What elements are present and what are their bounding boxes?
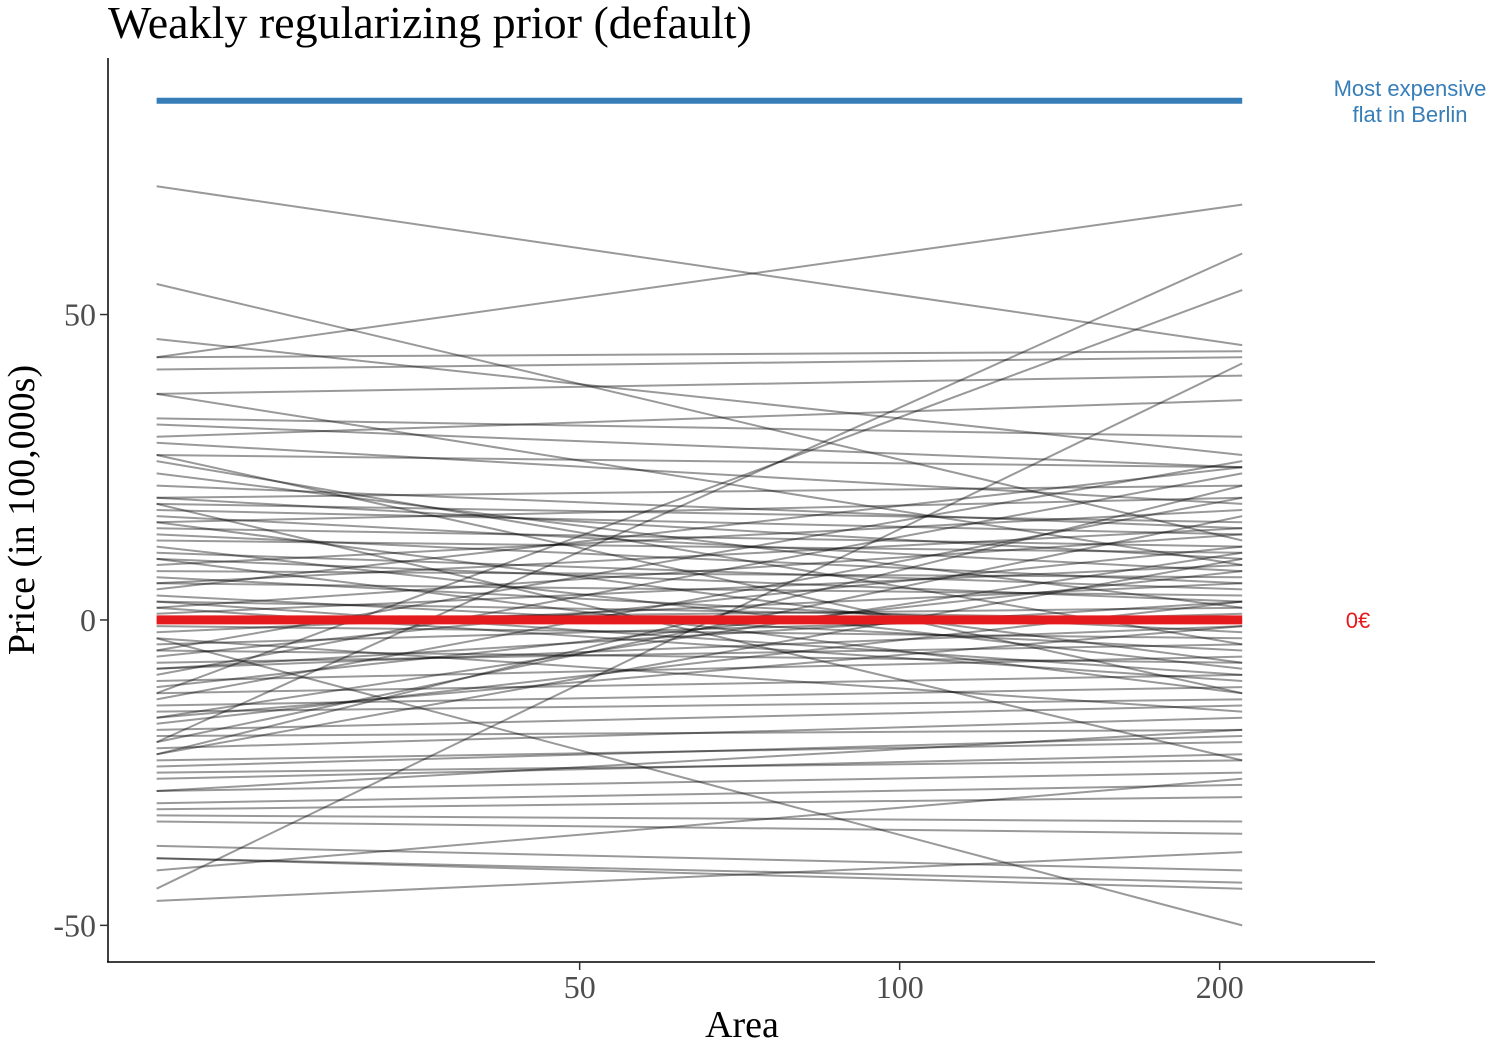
- prior-line: [156, 637, 1243, 927]
- prior-line: [156, 338, 1243, 456]
- y-tick-label: -50: [53, 907, 96, 943]
- prior-line: [156, 673, 1243, 695]
- prior-line: [156, 350, 1243, 359]
- prior-line: [156, 289, 1243, 695]
- prior-line: [156, 362, 1243, 890]
- prior-line: [156, 545, 1243, 658]
- prior-line: [156, 496, 1243, 560]
- prior-line: [156, 625, 1243, 640]
- prior-line: [156, 600, 1243, 676]
- prior-line: [156, 655, 1243, 682]
- prior-line: [156, 643, 1243, 664]
- prior-line: [156, 600, 1243, 670]
- prior-line: [156, 857, 1243, 890]
- prior-line: [156, 441, 1243, 505]
- prior-line: [156, 625, 1243, 670]
- x-tick-label: 100: [876, 969, 924, 1005]
- prior-line: [156, 515, 1243, 573]
- prior-line: [156, 509, 1243, 566]
- prior-line: [156, 686, 1243, 707]
- prior-line: [156, 728, 1243, 792]
- prior-line: [156, 484, 1243, 499]
- prior-line: [156, 857, 1243, 884]
- prior-line: [156, 356, 1243, 371]
- prior-line: [156, 777, 1243, 872]
- prior-line: [156, 814, 1243, 823]
- prior-line: [156, 728, 1243, 737]
- prior-line: [156, 741, 1243, 762]
- prior-line: [156, 570, 1243, 579]
- prior-line: [156, 496, 1243, 701]
- prior-line: [156, 533, 1243, 609]
- prior-line: [156, 557, 1243, 603]
- max-price-label: flat in Berlin: [1353, 102, 1468, 127]
- prior-line: [156, 502, 1243, 762]
- prior-line: [156, 716, 1243, 750]
- prior-line: [156, 423, 1243, 469]
- chart-title: Weakly regularizing prior (default): [108, 0, 752, 48]
- prior-line: [156, 551, 1243, 719]
- zero-line-label: 0€: [1346, 608, 1370, 633]
- prior-line: [156, 374, 1243, 395]
- prior-line: [156, 185, 1243, 347]
- y-axis-title: Price (in 100,000s): [1, 365, 43, 655]
- prior-line: [156, 735, 1243, 768]
- prior-line: [156, 472, 1243, 676]
- prior-line: [156, 484, 1243, 530]
- prior-line: [156, 649, 1243, 664]
- prior-line: [156, 460, 1243, 646]
- x-tick-label: 200: [1196, 969, 1244, 1005]
- prior-line: [156, 851, 1243, 902]
- x-axis-title: Area: [705, 1004, 779, 1046]
- prior-line: [156, 753, 1243, 780]
- y-tick-label: 0: [80, 602, 96, 638]
- prior-line: [156, 496, 1243, 524]
- prior-line: [156, 625, 1243, 719]
- prior-lines: [156, 185, 1243, 927]
- prior-line: [156, 527, 1243, 548]
- prior-line: [156, 472, 1243, 609]
- prior-line: [156, 466, 1243, 591]
- prior-line: [156, 564, 1243, 615]
- prior-line: [156, 844, 1243, 872]
- prior-line: [156, 417, 1243, 438]
- prior-line: [156, 533, 1243, 585]
- prior-line: [156, 759, 1243, 774]
- prior-line: [156, 502, 1243, 524]
- prior-line: [156, 570, 1243, 689]
- prior-line: [156, 252, 1243, 744]
- x-tick-label: 50: [564, 969, 596, 1005]
- prior-line: [156, 771, 1243, 792]
- prior-line: [156, 521, 1243, 664]
- prior-line: [156, 783, 1243, 805]
- prior-line: [156, 704, 1243, 731]
- y-tick-label: 50: [64, 297, 96, 333]
- prior-line: [156, 515, 1243, 744]
- prior-line: [156, 392, 1243, 566]
- prior-line: [156, 454, 1243, 469]
- prior-line: [156, 203, 1243, 359]
- prior-line: [156, 557, 1243, 756]
- prior-line: [156, 551, 1243, 591]
- prior-line: [156, 698, 1243, 713]
- prior-line: [156, 527, 1243, 585]
- prior-line: [156, 796, 1243, 811]
- max-price-label: Most expensive: [1334, 76, 1487, 101]
- prior-line: [156, 820, 1243, 835]
- prior-line: [156, 509, 1243, 536]
- prior-line: [156, 582, 1243, 597]
- prior-line: [156, 454, 1243, 695]
- axis-ticks: 50 100 200 -50 0 50: [53, 297, 1243, 1006]
- prior-line: [156, 637, 1243, 713]
- prior-line: [156, 557, 1243, 695]
- prior-line: [156, 399, 1243, 438]
- prior-line: [156, 545, 1243, 670]
- prior-line: [156, 539, 1243, 554]
- prior-line: [156, 283, 1243, 542]
